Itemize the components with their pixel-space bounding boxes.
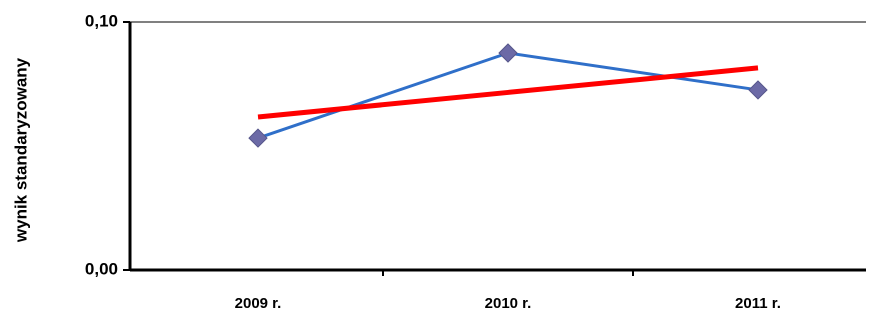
series-line (258, 53, 758, 138)
marker (749, 81, 767, 99)
y-axis-label: wynik standaryzowany (11, 57, 30, 243)
chart: wynik standaryzowany 0,00 0,10 2009 r. 2010… (0, 0, 871, 313)
y-tick-label: 0,00 (85, 259, 118, 278)
x-tick-label: 2009 r. (235, 295, 282, 312)
y-tick-label: 0,10 (85, 11, 118, 30)
marker (249, 129, 267, 147)
x-tick-label: 2010 r. (485, 295, 532, 312)
marker (499, 44, 517, 62)
x-tick-label: 2011 r. (735, 295, 781, 312)
series-line (258, 68, 758, 117)
